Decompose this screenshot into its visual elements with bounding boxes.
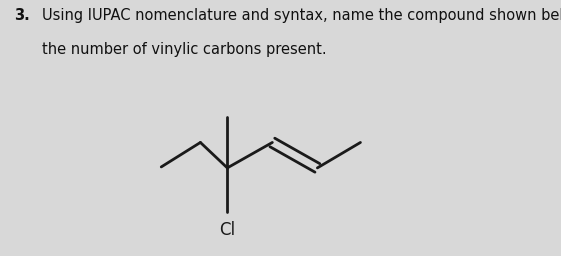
Text: Using IUPAC nomenclature and syntax, name the compound shown below and indicate: Using IUPAC nomenclature and syntax, nam… [42, 8, 561, 23]
Text: Cl: Cl [219, 221, 236, 239]
Text: 3.: 3. [14, 8, 30, 23]
Text: the number of vinylic carbons present.: the number of vinylic carbons present. [42, 42, 327, 57]
